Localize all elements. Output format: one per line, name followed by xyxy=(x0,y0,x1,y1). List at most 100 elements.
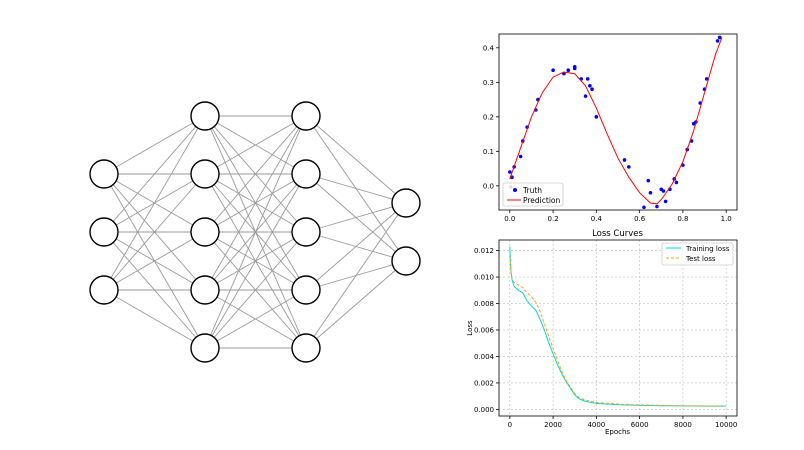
edge-l1-n3-to-n0 xyxy=(204,115,307,291)
legend-truth-label: Truth xyxy=(522,186,542,195)
x-tick-label-3: 6000 xyxy=(631,421,649,429)
x-tick-label-5: 10000 xyxy=(715,421,737,429)
edge-l2-n1-to-n0 xyxy=(305,173,407,204)
edge-l1-n2-to-n0 xyxy=(204,115,307,233)
truth-point-0 xyxy=(508,170,512,174)
y-tick-label-3: 0.3 xyxy=(483,79,494,87)
edge-l1-n4-to-n1 xyxy=(204,173,307,349)
truth-point-19 xyxy=(594,115,599,119)
node-hidden-1-2 xyxy=(190,159,220,189)
edge-l0-n2-to-n0 xyxy=(103,115,206,291)
truth-point-22 xyxy=(642,205,646,210)
y-tick-label-1: 0.1 xyxy=(483,148,494,156)
x-tick-label-5: 1.0 xyxy=(721,215,732,223)
legend-prediction-label: Prediction xyxy=(523,196,561,205)
y-tick-label-0: 0.000 xyxy=(474,406,494,414)
node-hidden-1-5 xyxy=(190,333,220,363)
node-input-2 xyxy=(89,217,119,247)
truth-point-40 xyxy=(715,39,720,43)
prediction-chart-marks xyxy=(508,35,723,210)
prediction-chart-ticks: 0.0 0.2 0.4 0.6 0.8 1.0 0.0 0.1 0.2 0.3 0.4 xyxy=(483,44,732,223)
truth-point-17 xyxy=(588,83,592,88)
node-hidden-2-5 xyxy=(291,333,321,363)
test-loss-line xyxy=(509,255,727,407)
y-tick-label-1: 0.002 xyxy=(474,379,494,387)
node-hidden-2-3 xyxy=(291,217,321,247)
x-tick-label-0: 0 xyxy=(508,421,512,429)
truth-point-16 xyxy=(585,77,590,81)
x-tick-label-1: 2000 xyxy=(544,421,562,429)
node-output-2 xyxy=(391,246,421,276)
y-tick-label-3: 0.006 xyxy=(474,326,495,334)
node-input-3 xyxy=(89,275,119,305)
x-tick-label-4: 8000 xyxy=(674,421,692,429)
prediction-line xyxy=(509,37,723,205)
y-tick-label-4: 0.008 xyxy=(474,300,494,308)
edge-l0-n1-to-n0 xyxy=(103,115,206,233)
training-loss-line xyxy=(509,246,727,407)
truth-point-24 xyxy=(648,190,653,195)
node-hidden-2-2 xyxy=(291,159,321,189)
neural-network-diagram xyxy=(89,101,421,363)
y-tick-label-2: 0.2 xyxy=(483,113,494,121)
edge-l2-n4-to-n1 xyxy=(305,260,407,349)
truth-point-31 xyxy=(674,180,679,185)
legend-truth-marker xyxy=(513,188,517,192)
node-output-1 xyxy=(391,188,421,218)
edge-l1-n1-to-n0 xyxy=(204,115,307,175)
truth-point-25 xyxy=(655,204,659,209)
truth-point-20 xyxy=(622,158,627,162)
truth-point-27 xyxy=(661,189,666,193)
y-tick-label-6: 0.012 xyxy=(474,247,494,255)
edge-l2-n2-to-n0 xyxy=(305,202,407,233)
y-tick-label-2: 0.004 xyxy=(474,353,495,361)
loss-chart-ylabel: Loss xyxy=(466,320,474,336)
edge-l2-n0-to-n0 xyxy=(305,115,407,204)
loss-chart-frame xyxy=(498,239,738,417)
edge-l1-n4-to-n2 xyxy=(204,231,307,349)
truth-point-13 xyxy=(572,64,577,69)
x-tick-label-4: 0.8 xyxy=(677,215,688,223)
loss-chart-marks xyxy=(509,246,727,407)
loss-chart-title: Loss Curves xyxy=(592,229,643,239)
y-tick-label-5: 0.010 xyxy=(474,274,494,282)
edge-l2-n3-to-n0 xyxy=(305,202,407,291)
truth-point-23 xyxy=(646,178,651,183)
edge-l0-n2-to-n4 xyxy=(103,289,206,349)
node-hidden-1-1 xyxy=(190,101,220,131)
legend-test-label: Test loss xyxy=(685,255,716,263)
loss-chart-grid xyxy=(499,240,737,416)
truth-point-28 xyxy=(663,199,668,204)
loss-chart-legend: Training loss Test loss xyxy=(661,242,734,266)
legend-training-label: Training loss xyxy=(685,245,730,253)
truth-point-9 xyxy=(551,68,555,73)
edge-l1-n4-to-n3 xyxy=(204,289,307,349)
node-hidden-1-3 xyxy=(190,217,220,247)
truth-point-18 xyxy=(590,87,594,92)
edge-l0-n2-to-n2 xyxy=(103,231,206,291)
truth-point-11 xyxy=(566,68,571,73)
truth-point-41 xyxy=(717,35,722,40)
prediction-chart: 0.0 0.2 0.4 0.6 0.8 1.0 0.0 0.1 0.2 0.3 0.4 Truth … xyxy=(483,33,738,223)
x-tick-label-3: 0.6 xyxy=(634,215,646,223)
network-nodes xyxy=(89,101,421,363)
truth-point-4 xyxy=(518,154,523,159)
prediction-chart-frame xyxy=(498,33,738,211)
x-tick-label-2: 4000 xyxy=(587,421,605,429)
y-tick-label-0: 0.0 xyxy=(483,182,494,190)
node-hidden-2-1 xyxy=(291,101,321,131)
x-tick-label-0: 0.0 xyxy=(504,215,515,223)
prediction-chart-legend: Truth Prediction xyxy=(502,182,564,207)
loss-chart-ticks: 0 2000 4000 6000 8000 10000 0.000 0.002 0.004 0.0… xyxy=(474,247,737,429)
node-input-1 xyxy=(89,159,119,189)
truth-point-15 xyxy=(583,94,588,98)
y-tick-label-4: 0.4 xyxy=(483,44,495,52)
x-tick-label-1: 0.2 xyxy=(548,215,559,223)
edge-l0-n0-to-n0 xyxy=(103,115,206,175)
x-tick-label-2: 0.4 xyxy=(591,215,603,223)
truth-point-21 xyxy=(627,165,631,169)
edge-l1-n4-to-n0 xyxy=(204,115,307,349)
node-hidden-2-4 xyxy=(291,275,321,305)
node-hidden-1-4 xyxy=(190,275,220,305)
